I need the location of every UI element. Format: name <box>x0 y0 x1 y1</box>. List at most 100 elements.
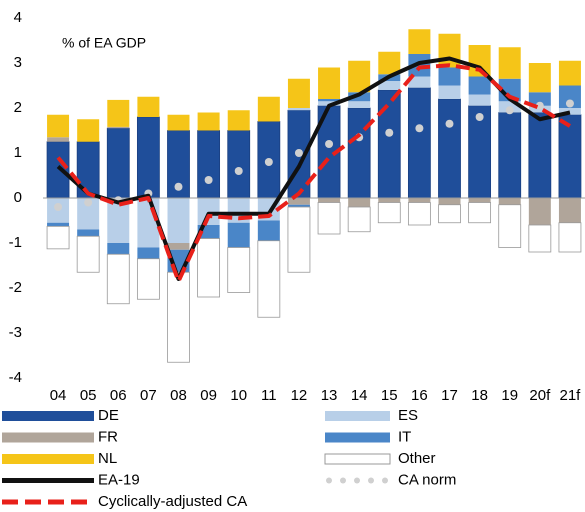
bar-segment <box>46 141 70 199</box>
legend-swatch <box>325 411 390 421</box>
bar-segment <box>438 85 461 99</box>
y-tick-label: 0 <box>14 189 22 206</box>
x-tick-label: 04 <box>50 387 67 404</box>
bar-segment <box>318 99 341 102</box>
bar-segment <box>106 253 130 305</box>
bar-segment <box>76 141 100 199</box>
bar-segment <box>318 101 341 106</box>
bar-segment <box>257 220 280 241</box>
bar-segment <box>287 78 310 108</box>
x-tick-label: 18 <box>471 387 488 404</box>
x-tick-label: 14 <box>351 387 368 404</box>
legend-swatch <box>2 454 94 464</box>
norm-dot <box>84 198 93 207</box>
bar-segment <box>287 108 310 111</box>
legend-label: Other <box>398 450 436 467</box>
bar-segment <box>408 198 431 203</box>
bar-segment <box>438 198 461 205</box>
bar-segment <box>348 60 371 93</box>
bar-segment <box>167 271 190 363</box>
bar-segment <box>77 198 100 230</box>
legend-swatch <box>326 477 332 484</box>
bar-segment <box>197 130 221 199</box>
x-tick-label: 21f <box>560 387 582 404</box>
bar-segment <box>348 101 371 108</box>
bar-segment <box>227 247 251 293</box>
x-tick-label: 12 <box>291 387 308 404</box>
norm-dot <box>385 128 394 137</box>
bar-segment <box>167 198 190 243</box>
bar-segment <box>468 45 491 77</box>
bar-segment <box>468 202 492 224</box>
bar-segment <box>107 126 130 129</box>
bar-segment <box>438 98 461 199</box>
bar-segment <box>408 29 431 54</box>
legend-label: DE <box>98 407 119 424</box>
legend-swatch <box>324 453 391 465</box>
bar-segment <box>528 92 551 106</box>
x-tick-label: 19 <box>501 387 518 404</box>
legend-swatch <box>2 411 94 421</box>
bar-segment <box>257 96 280 122</box>
norm-dot <box>475 113 484 121</box>
bar-segment <box>137 247 160 259</box>
legend-swatch <box>340 477 346 484</box>
bar-segment <box>377 202 401 224</box>
norm-dot <box>54 203 63 211</box>
bar-segment <box>498 112 522 199</box>
bar-segment <box>558 85 581 108</box>
norm-dot <box>294 149 303 157</box>
legend-label: FR <box>98 428 118 445</box>
bar-segment <box>47 222 70 227</box>
x-tick-label: 07 <box>140 387 157 404</box>
x-tick-label: 11 <box>261 387 277 404</box>
y-tick-label: 3 <box>14 54 22 71</box>
x-tick-label: 10 <box>230 387 247 404</box>
bar-segment <box>348 92 371 102</box>
y-tick-label: 4 <box>14 9 22 26</box>
bar-segment <box>197 238 221 298</box>
bar-segment <box>106 127 130 199</box>
x-tick-label: 09 <box>200 387 217 404</box>
legend-label: ES <box>398 407 418 424</box>
bar-segment <box>47 114 70 138</box>
bar-segment <box>227 130 251 199</box>
bar-segment <box>378 198 401 203</box>
x-tick-label: 20f <box>529 387 551 404</box>
y-tick-label: -3 <box>9 324 22 341</box>
bar-segment <box>197 198 220 225</box>
bar-segment <box>407 202 431 226</box>
bar-segment <box>287 204 310 207</box>
bar-segment <box>197 112 220 131</box>
bar-segment <box>558 114 582 199</box>
bar-segment <box>498 198 521 205</box>
bar-segment <box>528 112 552 199</box>
x-tick-label: 15 <box>381 387 398 404</box>
y-tick-label: 1 <box>14 144 22 161</box>
bar-segment <box>318 67 341 99</box>
bar-segment <box>136 116 160 199</box>
norm-dot <box>174 182 183 191</box>
legend-swatch <box>325 432 390 443</box>
legend-swatch <box>368 477 374 484</box>
bar-segment <box>378 51 401 75</box>
bar-segment <box>558 198 581 223</box>
legend-label: NL <box>98 450 117 467</box>
bar-segment <box>498 204 522 248</box>
bar-segment <box>227 110 250 131</box>
x-tick-label: 05 <box>80 387 97 404</box>
bar-segment <box>77 119 100 142</box>
bar-segment <box>408 54 431 77</box>
legend-swatch <box>2 432 94 443</box>
bar-segment <box>468 76 491 95</box>
bar-segment <box>318 198 341 203</box>
bar-segment <box>438 67 461 86</box>
annotation: % of EA GDP <box>62 35 146 51</box>
norm-dot <box>415 124 424 133</box>
bar-segment <box>408 76 431 88</box>
norm-dot <box>505 106 514 115</box>
bar-segment <box>558 108 581 115</box>
norm-dot <box>535 101 544 110</box>
norm-dot <box>565 99 574 108</box>
